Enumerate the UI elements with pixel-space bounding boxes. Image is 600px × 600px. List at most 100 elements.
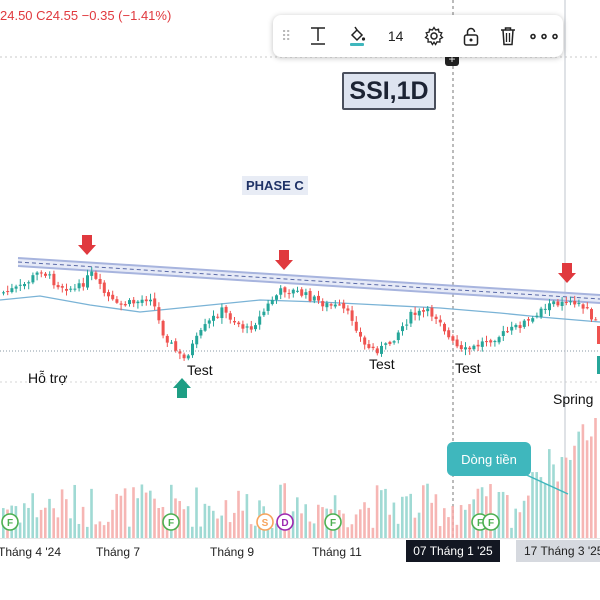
volume-bar [468,504,471,538]
candle-body [254,325,257,330]
candle-body [178,351,182,354]
trendline-lower [17,265,600,304]
volume-bar [543,483,547,538]
candle-body [237,322,241,325]
x-tick-label: Tháng 11 [312,545,362,559]
volume-bar [380,490,383,538]
volume-bar [510,527,513,538]
volume-bar [149,490,152,538]
candle-body [119,303,123,305]
candle-body [275,295,278,300]
volume-bar [317,504,320,538]
candle-body [569,301,572,303]
candle-body [480,341,484,347]
phase-label[interactable]: PHASE C [242,176,308,195]
x-tick-label: Tháng 4 '24 [0,545,62,559]
candle-body [195,335,199,345]
candle-body [317,295,320,301]
candle-body [510,326,514,331]
drag-handle-icon[interactable]: ⠿ [281,27,291,44]
volume-bar [199,526,202,538]
gear-icon [423,26,444,46]
x-tick-label: Tháng 7 [96,545,141,559]
candle-body [518,325,522,329]
volume-bar [170,484,173,538]
candle-body [31,275,35,283]
candle-body [98,278,102,284]
volume-bar [245,494,249,538]
candle-body [14,286,18,289]
volume-bar [254,525,257,538]
candle-body [485,341,488,343]
volume-bar [434,494,438,538]
test-label-2[interactable]: Test [369,356,395,372]
candle-body [417,310,421,316]
crosshair-date-label: 07 Tháng 1 '25 [406,540,500,562]
volume-bar [489,484,492,538]
volume-bar [539,477,543,538]
candle-body [216,316,220,318]
volume-bar [233,512,236,538]
volume-bar [346,527,349,538]
volume-bar [94,524,97,538]
volume-bar [48,498,51,538]
candle-body [405,324,409,326]
candle-body [287,293,291,295]
event-flag-icon [324,513,342,531]
event-flag-icon [256,513,274,531]
volume-bar [216,518,219,538]
volume-bar [287,527,291,538]
volume-bar [279,484,282,538]
symbol-label[interactable]: SSI,1D [342,72,436,110]
candle-body [102,282,106,293]
candle-body [329,304,333,306]
volume-bar [522,500,526,538]
candle-body [455,339,459,347]
time-axis[interactable]: Tháng 4 '24 Tháng 7 Tháng 9 Tháng 11 [0,538,600,565]
test-label-1[interactable]: Test [187,362,213,378]
candle-body [224,306,228,313]
candle-body [35,272,39,275]
event-flag-letter: F [488,518,494,529]
volume-bar [371,527,375,538]
volume-bar [350,524,354,538]
volume-bar [270,527,274,538]
candle-body [548,303,551,311]
volume-bar [594,418,597,538]
candle-body [597,326,600,344]
volume-bar [123,488,127,538]
text-tool-icon [310,27,325,45]
volume-bar [531,472,534,538]
text-tool-button[interactable] [298,15,337,57]
volume-bar [182,509,186,538]
font-size-button[interactable]: 14 [387,28,404,44]
support-label[interactable]: Hỗ trợ [28,370,68,386]
more-options-button[interactable]: ∘∘∘ [527,28,562,45]
candle-body [65,288,68,291]
candle-body [447,330,451,338]
candle-body [23,284,26,287]
volume-bar [52,508,55,538]
volume-bar [392,502,396,538]
fill-color-button[interactable] [337,15,376,57]
delete-button[interactable] [489,15,526,57]
volume-bar [90,488,93,538]
candle-body [77,283,81,289]
test-label-3[interactable]: Test [455,360,481,376]
candle-body [228,313,232,320]
volume-bar [451,506,454,538]
candle-body [531,318,535,322]
settings-button[interactable] [415,15,452,57]
candle-body [564,301,568,303]
candle-body [44,273,47,276]
candle-body [157,307,161,321]
spring-label[interactable]: Spring [553,391,594,407]
money-flow-callout[interactable]: Dòng tiền [447,442,531,476]
candle-body [191,343,194,356]
lock-button[interactable] [452,15,489,57]
volume-bar [497,492,501,538]
candle-body [203,324,207,331]
event-flag-letter: F [330,518,336,529]
candle-body [388,341,392,345]
